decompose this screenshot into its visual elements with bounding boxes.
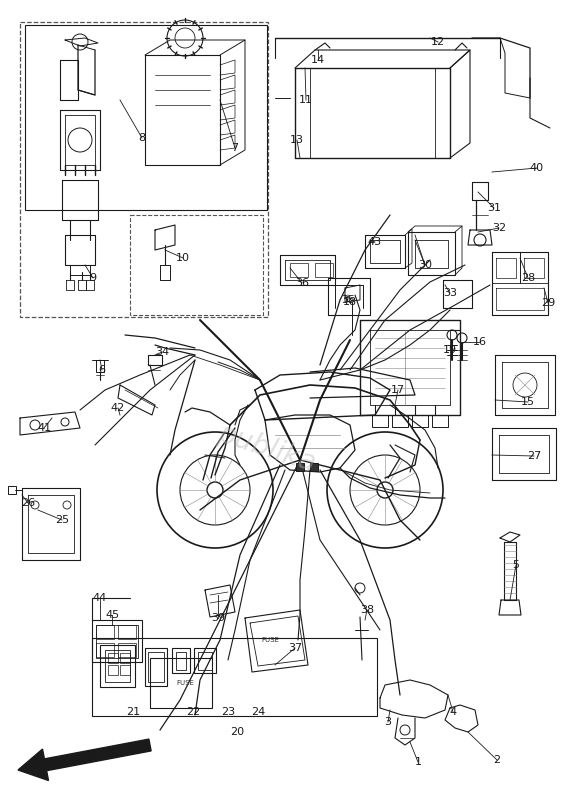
Bar [96, 643, 114, 657]
Text: 7: 7 [232, 143, 239, 153]
Text: 9: 9 [89, 273, 97, 283]
Bar [432, 415, 448, 427]
Text: 43: 43 [368, 237, 382, 247]
Text: FUSE: FUSE [261, 637, 279, 643]
Text: 35: 35 [341, 295, 355, 305]
Text: 12: 12 [431, 37, 445, 47]
Bar [20, 22, 268, 317]
Text: 39: 39 [211, 613, 225, 623]
Bar [25, 25, 267, 210]
Text: 25: 25 [55, 515, 69, 525]
Text: 2: 2 [493, 755, 501, 765]
Text: 1: 1 [415, 757, 422, 767]
Bar [148, 652, 164, 682]
Text: publika: publika [214, 419, 319, 477]
Text: 21: 21 [126, 707, 140, 717]
Text: 8: 8 [138, 133, 145, 143]
Text: 34: 34 [155, 347, 169, 357]
Bar [96, 360, 104, 372]
Bar [108, 653, 118, 663]
Text: 23: 23 [221, 707, 235, 717]
Text: 5: 5 [512, 560, 519, 570]
Text: 18: 18 [343, 297, 357, 307]
Text: 28: 28 [521, 273, 535, 283]
Bar [315, 263, 333, 277]
Bar [96, 625, 114, 639]
Bar [194, 648, 216, 673]
Bar [148, 355, 162, 365]
Text: 22: 22 [186, 707, 200, 717]
Text: 17: 17 [391, 385, 405, 395]
Text: 30: 30 [418, 260, 432, 270]
Bar [105, 650, 130, 682]
Bar [392, 415, 408, 427]
Text: 13: 13 [290, 135, 304, 145]
Bar [100, 645, 135, 687]
Bar [412, 415, 428, 427]
Bar [96, 625, 138, 658]
Text: 38: 38 [360, 605, 374, 615]
Bar [372, 415, 388, 427]
Text: 19: 19 [443, 345, 457, 355]
Text: 16: 16 [473, 337, 487, 347]
Text: 42: 42 [111, 403, 125, 413]
Bar [120, 665, 130, 675]
Text: 14: 14 [311, 55, 325, 65]
Bar [130, 215, 263, 315]
Text: 45: 45 [105, 610, 119, 620]
Bar [108, 665, 118, 675]
Bar [310, 463, 318, 471]
Text: 4: 4 [449, 707, 457, 717]
Bar [296, 463, 304, 471]
Bar [8, 486, 16, 494]
Bar [92, 620, 142, 662]
Bar [172, 648, 190, 673]
Text: 26: 26 [21, 498, 35, 508]
Text: 15: 15 [521, 397, 535, 407]
Text: 32: 32 [492, 223, 506, 233]
Text: 6: 6 [98, 365, 105, 375]
Text: 31: 31 [487, 203, 501, 213]
Text: 29: 29 [541, 298, 555, 308]
Text: 44: 44 [93, 593, 107, 603]
Text: 20: 20 [230, 727, 244, 737]
Text: 24: 24 [251, 707, 265, 717]
Text: 33: 33 [443, 288, 457, 298]
Text: 10: 10 [176, 253, 190, 263]
Text: 40: 40 [530, 163, 544, 173]
Bar [118, 643, 136, 657]
Text: 27: 27 [527, 451, 541, 461]
Bar [120, 653, 130, 663]
Text: 41: 41 [37, 423, 51, 433]
Bar [290, 263, 308, 277]
FancyArrow shape [18, 739, 151, 781]
Bar [176, 652, 186, 670]
Text: 3: 3 [384, 717, 391, 727]
Text: FUSE: FUSE [176, 680, 194, 686]
Bar [145, 648, 167, 686]
Text: 36: 36 [295, 278, 309, 288]
Text: 11: 11 [299, 95, 313, 105]
Text: 37: 37 [288, 643, 302, 653]
Bar [198, 652, 212, 670]
Bar [92, 638, 377, 716]
Bar [118, 625, 136, 639]
Bar [150, 658, 212, 708]
